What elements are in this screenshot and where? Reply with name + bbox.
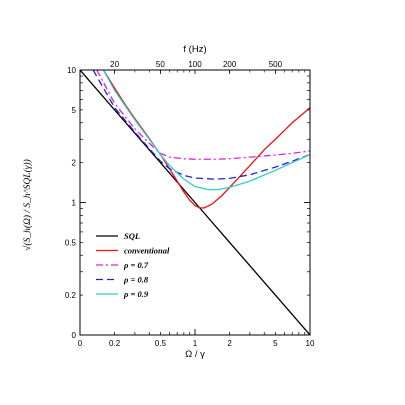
legend-label-0: SQL: [124, 231, 140, 241]
x2-tick-label: 100: [188, 60, 202, 69]
series-line-0: [80, 70, 310, 335]
y-tick-label: 2: [72, 159, 77, 168]
y-tick-label: 0.2: [65, 291, 77, 300]
legend: SQL conventional ρ = 0.7 ρ = 0.8 ρ = 0.9: [96, 231, 170, 299]
x-tick-label: 1: [193, 339, 198, 348]
x-tick-label: 10: [306, 339, 315, 348]
x-tick-label: 0.5: [155, 339, 167, 348]
y-tick-label: 0: [72, 331, 77, 340]
x-tick-label: 0: [78, 339, 83, 348]
x2-tick-label: 200: [223, 60, 237, 69]
y-tick-label: 5: [72, 106, 77, 115]
x-tick-label: 2: [227, 339, 232, 348]
series-line-3: [92, 70, 310, 180]
legend-label-4: ρ = 0.9: [123, 289, 149, 299]
x-tick-label: 0.2: [109, 339, 121, 348]
legend-label-2: ρ = 0.7: [123, 260, 149, 270]
x2-axis-title: f (Hz): [183, 44, 206, 55]
y-tick-label: 0.5: [65, 238, 77, 247]
series-line-1: [102, 70, 310, 209]
x2-tick-label: 20: [110, 60, 119, 69]
series-layer: [80, 70, 310, 335]
x2-tick-label: 50: [156, 60, 165, 69]
legend-label-3: ρ = 0.8: [123, 275, 149, 285]
x-axis-title: Ω / γ: [185, 349, 205, 360]
y-tick-label: 1: [72, 199, 77, 208]
x-tick-label: 5: [273, 339, 278, 348]
y-axis-title: √(S_h(Ω) / S_h^SQL(γ)): [22, 159, 33, 251]
series-line-2: [96, 70, 310, 160]
series-line-4: [102, 70, 310, 191]
x2-tick-label: 500: [269, 60, 283, 69]
ticks-layer: [80, 70, 310, 335]
legend-label-1: conventional: [124, 246, 170, 256]
y-tick-label: 10: [67, 66, 76, 75]
